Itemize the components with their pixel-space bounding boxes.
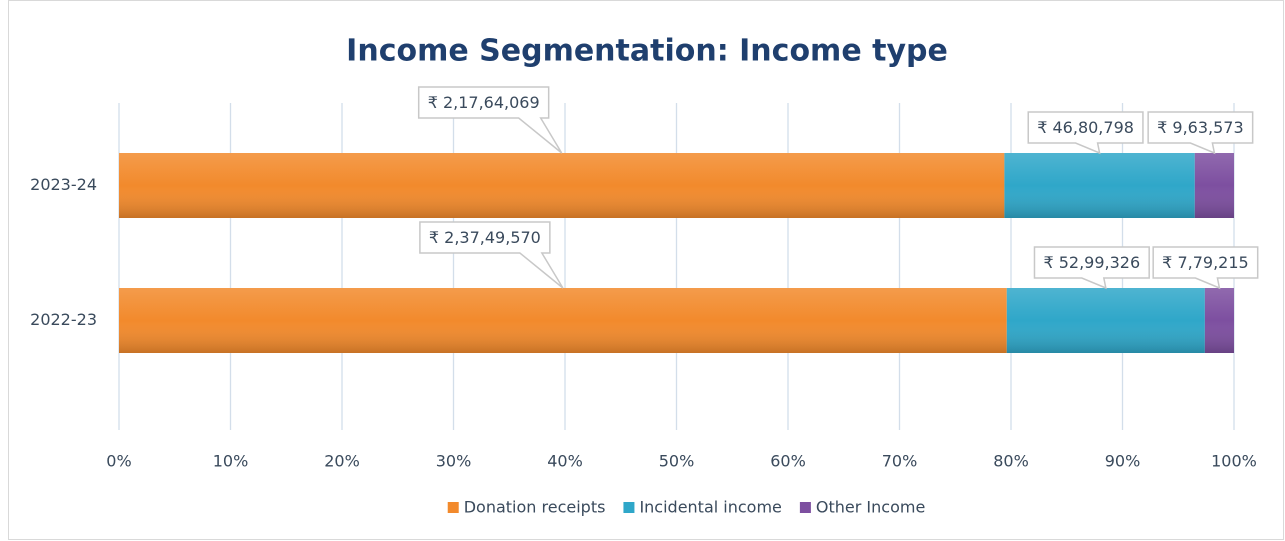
bar-shade <box>1006 288 1205 353</box>
x-tick-label: 100% <box>1211 452 1257 471</box>
x-tick-label: 70% <box>882 452 918 471</box>
legend-label: Incidental income <box>639 498 781 517</box>
x-tick-label: 0% <box>106 452 131 471</box>
x-tick-label: 20% <box>324 452 360 471</box>
x-tick-label: 10% <box>213 452 249 471</box>
data-label: ₹ 2,17,64,069 <box>428 93 540 112</box>
legend-swatch <box>623 502 635 513</box>
legend-swatch <box>799 502 811 513</box>
callout-box <box>419 221 564 289</box>
bar-shade <box>119 288 1007 353</box>
bar-shade <box>1194 153 1234 218</box>
data-callout: ₹ 7,79,215 <box>1152 246 1259 290</box>
data-callout: ₹ 2,17,64,069 <box>417 86 563 154</box>
callout-box <box>1033 246 1150 290</box>
x-tick-label: 80% <box>993 452 1029 471</box>
chart-title: Income Segmentation: Income type <box>346 34 948 69</box>
legend-swatch <box>447 502 459 513</box>
x-tick-label: 50% <box>659 452 695 471</box>
x-tick-label: 90% <box>1105 452 1141 471</box>
legend-label: Other Income <box>816 498 925 517</box>
bar-shade <box>1004 153 1195 218</box>
bar-shade <box>119 153 1005 218</box>
x-tick-label: 40% <box>547 452 583 471</box>
callout-box <box>1027 111 1144 155</box>
x-tick-label: 30% <box>436 452 472 471</box>
callout-box <box>1147 111 1254 155</box>
x-tick-label: 60% <box>770 452 806 471</box>
data-callout: ₹ 46,80,798 <box>1027 111 1144 155</box>
data-label: ₹ 52,99,326 <box>1043 253 1140 272</box>
data-label: ₹ 9,63,573 <box>1157 118 1244 137</box>
data-callout: ₹ 2,37,49,570 <box>419 221 564 289</box>
y-tick-label: 2023-24 <box>30 175 97 194</box>
legend-label: Donation receipts <box>464 498 606 517</box>
data-callout: ₹ 52,99,326 <box>1033 246 1150 290</box>
legend: Donation receipts Incidental income Other … <box>447 498 925 517</box>
callout-box <box>417 86 563 154</box>
bar-shade <box>1204 288 1234 353</box>
data-label: ₹ 2,37,49,570 <box>429 228 541 247</box>
data-label: ₹ 46,80,798 <box>1037 118 1134 137</box>
data-callout: ₹ 9,63,573 <box>1147 111 1254 155</box>
data-label: ₹ 7,79,215 <box>1162 253 1249 272</box>
y-tick-label: 2022-23 <box>30 310 97 329</box>
callout-box <box>1152 246 1259 290</box>
